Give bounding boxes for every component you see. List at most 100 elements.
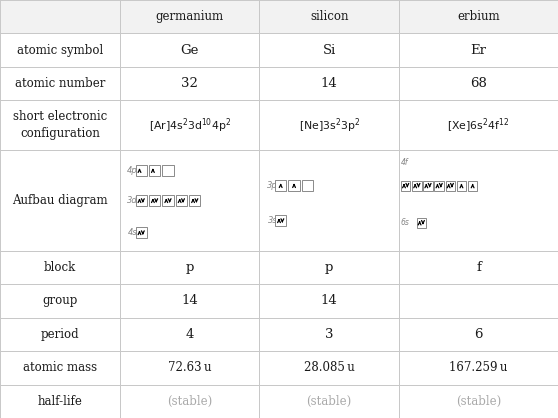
Text: short electronic
configuration: short electronic configuration: [13, 110, 107, 140]
Bar: [259, 385, 399, 418]
Bar: [259, 351, 399, 385]
Bar: [120, 100, 259, 150]
Text: Si: Si: [323, 43, 336, 57]
Bar: [120, 385, 259, 418]
Bar: [434, 181, 444, 191]
Bar: [0, 33, 120, 67]
Text: 72.63 u: 72.63 u: [168, 361, 211, 375]
Text: 4: 4: [185, 328, 194, 341]
Text: 14: 14: [181, 294, 198, 308]
Bar: [162, 165, 174, 176]
Text: 14: 14: [321, 294, 338, 308]
Text: atomic symbol: atomic symbol: [17, 43, 103, 57]
Bar: [120, 284, 259, 318]
Bar: [120, 150, 259, 251]
Text: 3p: 3p: [267, 181, 277, 190]
Bar: [399, 67, 558, 100]
Text: (stable): (stable): [167, 395, 213, 408]
Text: atomic mass: atomic mass: [23, 361, 97, 375]
Bar: [120, 251, 259, 284]
Bar: [445, 181, 455, 191]
Bar: [468, 181, 478, 191]
Bar: [120, 67, 259, 100]
Text: Ge: Ge: [181, 43, 199, 57]
Bar: [189, 195, 200, 206]
Text: block: block: [44, 261, 76, 274]
Bar: [162, 195, 174, 206]
Text: (stable): (stable): [306, 395, 352, 408]
Bar: [456, 181, 466, 191]
Text: atomic number: atomic number: [15, 77, 105, 90]
Bar: [0, 251, 120, 284]
Bar: [120, 351, 259, 385]
Bar: [149, 195, 160, 206]
Bar: [401, 181, 410, 191]
Text: 32: 32: [181, 77, 198, 90]
Bar: [136, 195, 147, 206]
Bar: [176, 195, 187, 206]
Bar: [302, 180, 313, 191]
Bar: [399, 385, 558, 418]
Bar: [399, 351, 558, 385]
Bar: [399, 100, 558, 150]
Bar: [416, 218, 426, 228]
Text: p: p: [325, 261, 334, 274]
Bar: [399, 318, 558, 351]
Bar: [259, 33, 399, 67]
Text: 167.259 u: 167.259 u: [449, 361, 508, 375]
Bar: [120, 33, 259, 67]
Bar: [0, 351, 120, 385]
Text: $\mathregular{[Ne]3s^23p^2}$: $\mathregular{[Ne]3s^23p^2}$: [299, 116, 360, 135]
Bar: [275, 215, 286, 226]
Text: 14: 14: [321, 77, 338, 90]
Text: $\mathregular{[Xe]6s^24f^{12}}$: $\mathregular{[Xe]6s^24f^{12}}$: [448, 116, 509, 135]
Bar: [0, 0, 120, 33]
Text: germanium: germanium: [156, 10, 224, 23]
Text: 6s: 6s: [401, 218, 410, 227]
Bar: [0, 150, 120, 251]
Text: group: group: [42, 294, 78, 308]
Text: 3s: 3s: [268, 216, 277, 225]
Bar: [399, 150, 558, 251]
Text: 28.085 u: 28.085 u: [304, 361, 354, 375]
Text: 4f: 4f: [401, 158, 408, 167]
Bar: [259, 284, 399, 318]
Bar: [399, 251, 558, 284]
Text: 4p: 4p: [127, 166, 138, 175]
Text: p: p: [185, 261, 194, 274]
Bar: [259, 251, 399, 284]
Bar: [120, 0, 259, 33]
Text: (stable): (stable): [456, 395, 501, 408]
Bar: [0, 67, 120, 100]
Bar: [0, 284, 120, 318]
Text: 68: 68: [470, 77, 487, 90]
Bar: [259, 150, 399, 251]
Text: 3d: 3d: [127, 196, 138, 205]
Bar: [259, 318, 399, 351]
Text: silicon: silicon: [310, 10, 348, 23]
Text: Er: Er: [470, 43, 487, 57]
Bar: [399, 33, 558, 67]
Bar: [259, 0, 399, 33]
Text: Aufbau diagram: Aufbau diagram: [12, 194, 108, 207]
Bar: [399, 0, 558, 33]
Bar: [259, 67, 399, 100]
Text: f: f: [476, 261, 481, 274]
Bar: [120, 318, 259, 351]
Bar: [0, 318, 120, 351]
Bar: [399, 284, 558, 318]
Bar: [412, 181, 422, 191]
Bar: [259, 100, 399, 150]
Bar: [288, 180, 300, 191]
Text: 6: 6: [474, 328, 483, 341]
Text: $\mathregular{[Ar]4s^23d^{10}4p^2}$: $\mathregular{[Ar]4s^23d^{10}4p^2}$: [148, 116, 231, 135]
Text: half-life: half-life: [37, 395, 83, 408]
Bar: [149, 165, 160, 176]
Bar: [136, 227, 147, 238]
Text: 4s: 4s: [128, 228, 138, 237]
Text: period: period: [41, 328, 79, 341]
Bar: [136, 165, 147, 176]
Text: 3: 3: [325, 328, 334, 341]
Bar: [424, 181, 433, 191]
Bar: [275, 180, 286, 191]
